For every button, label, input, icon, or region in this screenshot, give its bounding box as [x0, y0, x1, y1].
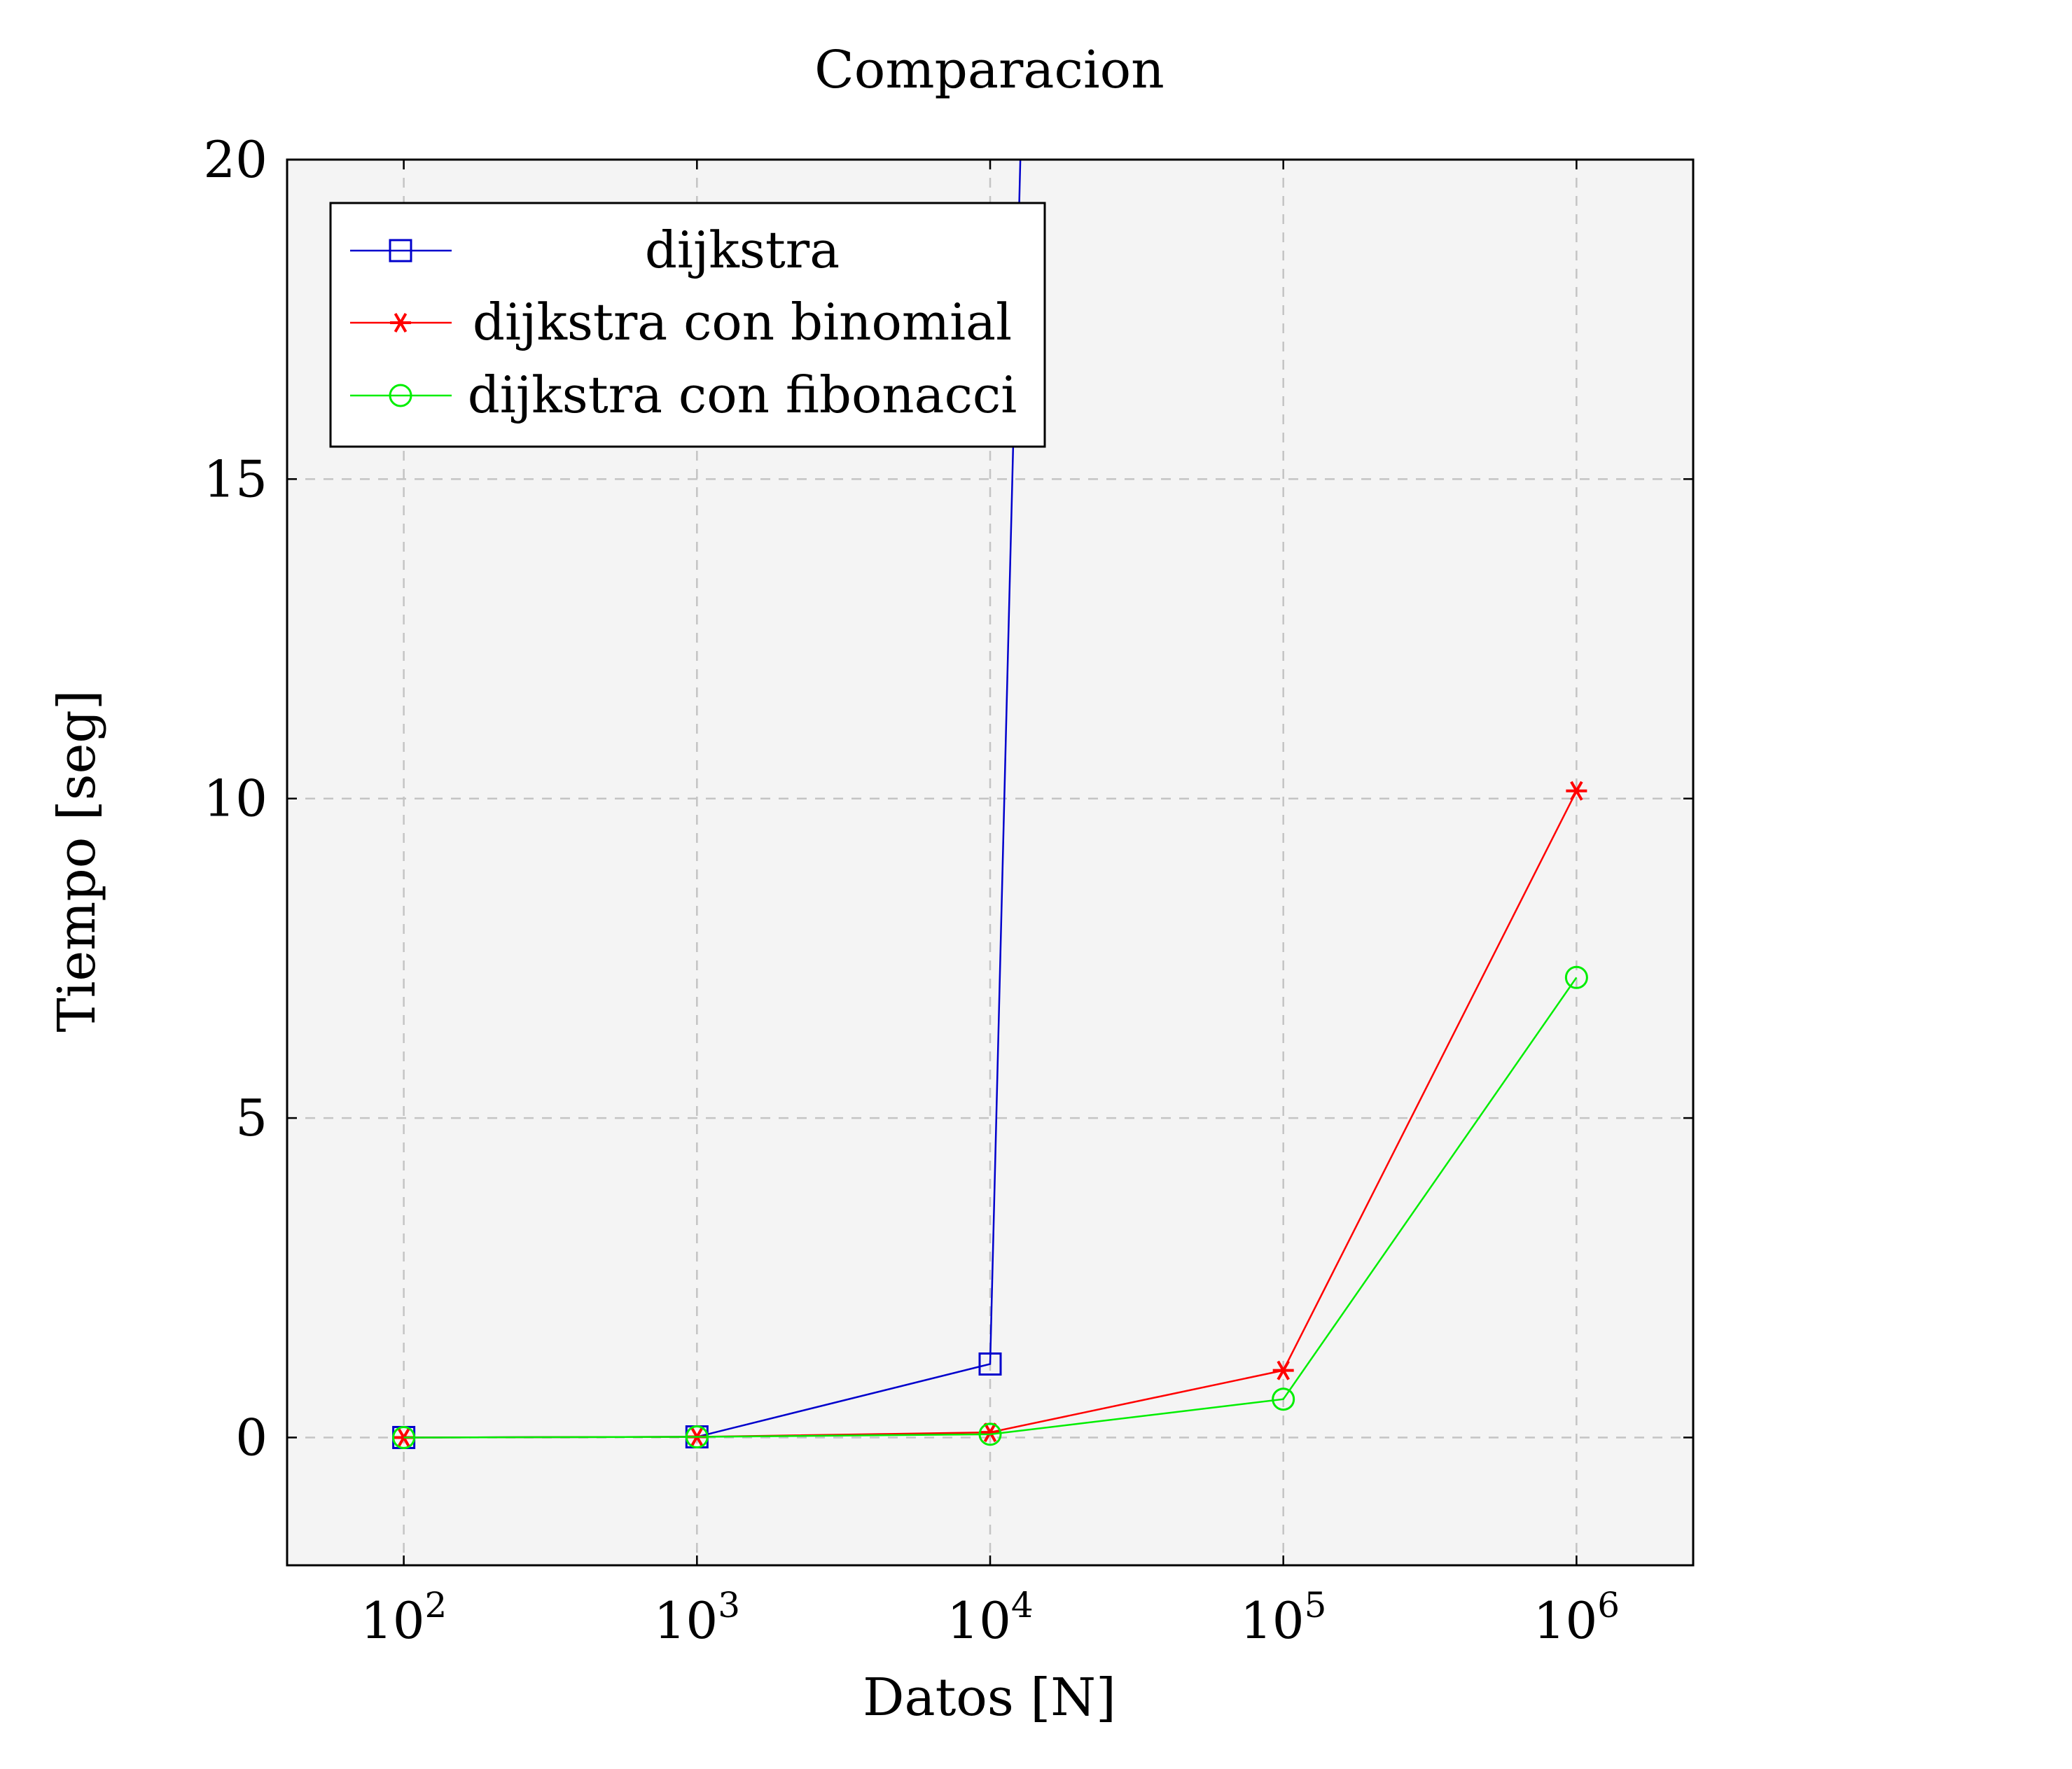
data-point: [978, 1352, 1002, 1376]
legend-box: [329, 202, 1046, 448]
y-tick-label: 5: [235, 1089, 267, 1147]
data-point: [980, 1422, 1001, 1443]
series-3: [392, 965, 1588, 1449]
series-line: [403, 977, 1578, 1439]
data-point: [685, 1425, 709, 1449]
x-tick-label: 105: [1240, 1585, 1326, 1650]
legend-marker: [389, 239, 412, 263]
data-point: [1272, 1360, 1294, 1380]
legend-item: dijkstra con fibonacci: [350, 365, 1017, 424]
x-axis: 102 103 104 105 106: [361, 160, 1620, 1650]
y-tick-label: 15: [203, 449, 267, 508]
legend-label: dijkstra con binomial: [473, 293, 1012, 351]
x-tick-label: 102: [361, 1585, 447, 1650]
legend-item: dijkstra: [350, 221, 840, 279]
y-axis-label: Tiempo [seg]: [47, 690, 107, 1032]
legend-label: dijkstra: [645, 221, 840, 279]
y-tick-label: 20: [203, 130, 267, 189]
y-axis: 0 5 10 15 20: [203, 130, 1693, 1467]
x-tick-label: 103: [654, 1585, 740, 1650]
x-tick-label: 106: [1534, 1585, 1620, 1650]
data-point: [978, 1422, 1002, 1446]
x-tick-label: 104: [947, 1585, 1033, 1650]
legend-marker: [390, 313, 411, 333]
data-point: [1272, 1387, 1295, 1411]
chart-title: Comparacion: [814, 40, 1164, 100]
x-axis-label: Datos [N]: [863, 1667, 1116, 1728]
legend-marker: [389, 384, 412, 407]
y-tick-label: 10: [203, 769, 267, 828]
legend-label: dijkstra con fibonacci: [468, 365, 1017, 424]
data-point: [1566, 781, 1587, 801]
legend: dijkstra dijkstra con binomial dijkstra co…: [329, 202, 1046, 448]
y-tick-label: 0: [235, 1408, 267, 1467]
legend-item: dijkstra con binomial: [350, 293, 1012, 351]
data-point: [392, 1425, 416, 1449]
series-layer: [392, 160, 1588, 1449]
data-point: [1564, 965, 1588, 989]
